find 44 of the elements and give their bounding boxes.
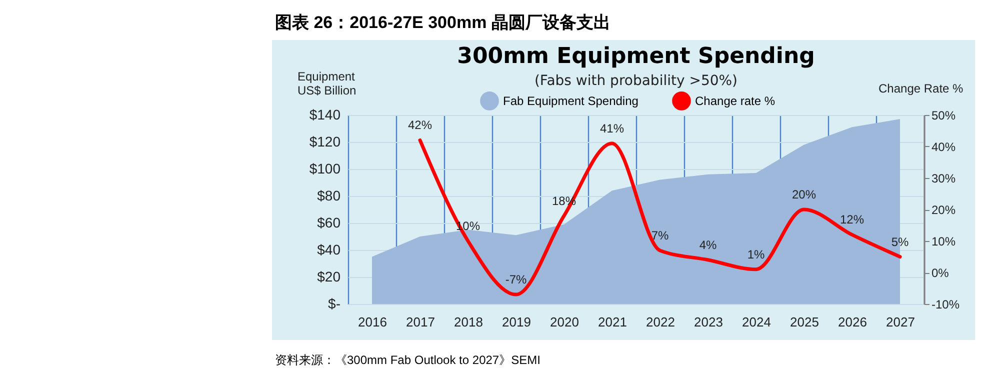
text: 资料来源：《300mm Fab Outlook to 2027》SEMI <box>275 352 540 369</box>
y-tick-label: $- <box>328 296 341 312</box>
x-tick-label: 2016 <box>358 314 387 330</box>
y2-tick-label: -10% <box>932 298 960 312</box>
y-tick-label: $140 <box>309 106 341 122</box>
y2-tick-label: 0% <box>932 266 950 280</box>
data-label: 1% <box>747 247 765 262</box>
y-tick-label: $120 <box>309 134 341 150</box>
data-label: 4% <box>699 238 717 252</box>
y-tick-label: $80 <box>317 188 341 204</box>
x-tick-label: 2017 <box>406 314 435 330</box>
data-label: -7% <box>505 272 527 287</box>
y-tick-label: $60 <box>317 214 341 230</box>
y-tick-label: $100 <box>309 160 341 176</box>
y2-tick-label: 20% <box>932 203 956 217</box>
y2-tick-label: 40% <box>932 140 956 154</box>
x-tick-label: 2025 <box>790 314 819 330</box>
x-tick-label: 2026 <box>838 314 867 330</box>
x-tick-label: 2027 <box>886 314 915 330</box>
y-tick-label: $20 <box>317 268 341 284</box>
x-tick-label: 2022 <box>646 314 675 330</box>
chart-title: 300mm Equipment Spending <box>457 44 815 69</box>
y-tick-label: $40 <box>317 242 341 258</box>
y2-tick-label: 10% <box>932 234 956 248</box>
y2-tick-label: 50% <box>932 108 956 122</box>
data-label: 20% <box>792 188 816 202</box>
data-label: 7% <box>651 228 669 242</box>
y-axis-title: Equipment US$ Billion <box>298 70 356 98</box>
x-tick-label: 2020 <box>550 314 579 330</box>
legend-label: Change rate % <box>695 94 776 108</box>
x-tick-label: 2024 <box>742 314 771 330</box>
data-label: 42% <box>408 118 432 132</box>
data-label: 12% <box>840 212 864 227</box>
x-tick-label: 2018 <box>454 314 483 330</box>
text: 图表 26：2016-27E 300mm 晶圆厂设备支出 <box>275 12 610 34</box>
x-tick-label: 2019 <box>502 314 531 330</box>
chart-subtitle: (Fabs with probability >50%) <box>534 73 738 89</box>
y2-axis-title: Change Rate % <box>878 82 964 96</box>
x-tick-label: 2023 <box>694 314 723 330</box>
x-tick-label: 2021 <box>598 314 627 330</box>
legend-label: Fab Equipment Spending <box>503 94 638 108</box>
data-label: 5% <box>891 234 909 249</box>
data-label: 41% <box>600 121 624 136</box>
y2-tick-label: 30% <box>932 172 956 186</box>
